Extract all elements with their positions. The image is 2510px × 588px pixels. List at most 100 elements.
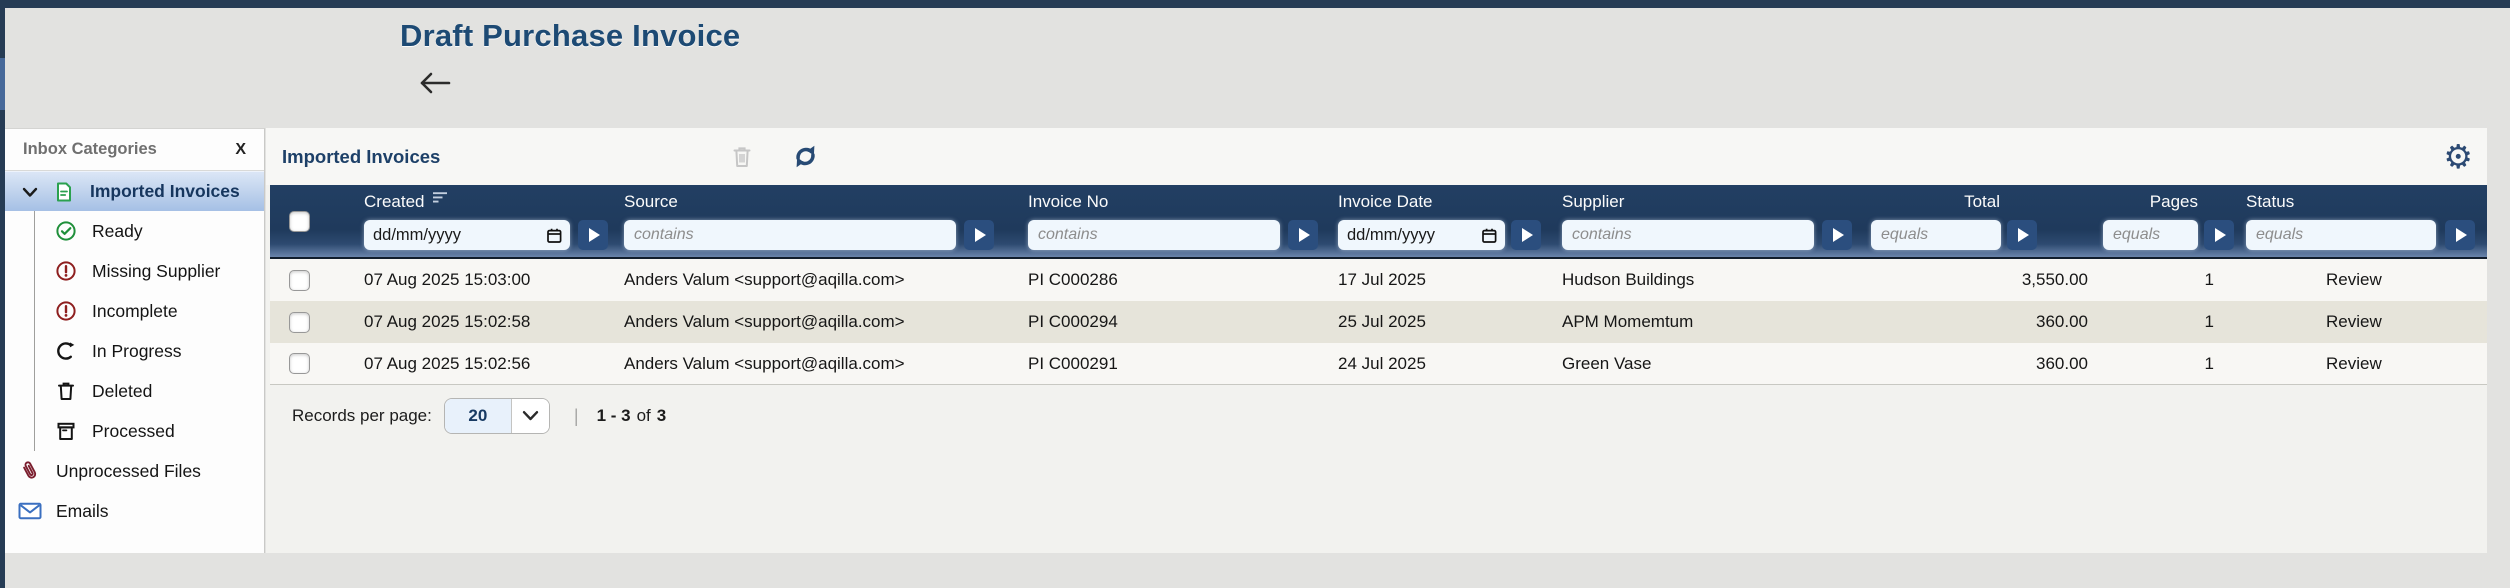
trash-icon [53,379,79,403]
calendar-icon [547,228,562,243]
sidebar-item-label: In Progress [92,340,182,361]
inbox-categories-title: Inbox Categories [23,140,157,158]
refresh-button[interactable] [792,143,819,170]
cell-invoice-date: 25 Jul 2025 [1338,312,1426,331]
record-total: 3 [656,406,667,425]
column-header-pages[interactable]: Pages [2149,192,2198,211]
cell-invoice-no: PI C000286 [1028,270,1118,289]
paperclip-icon [17,459,43,483]
cell-total: 360.00 [2036,312,2088,331]
cell-supplier: Hudson Buildings [1562,270,1695,289]
left-edge-strip [0,8,5,588]
table-row[interactable]: 07 Aug 2025 15:02:56 Anders Valum <suppo… [270,343,2487,385]
apply-filter-button[interactable] [2445,220,2475,250]
sidebar-item-emails[interactable]: Emails [5,491,264,531]
row-checkbox[interactable] [288,311,310,333]
apply-filter-button[interactable] [1511,220,1541,250]
column-header-supplier[interactable]: Supplier [1562,192,1625,211]
records-per-page-value: 20 [444,399,511,433]
filter-cell-invoice-no [1020,213,1328,257]
cell-status: Review [2326,270,2382,289]
apply-filter-button[interactable] [2007,220,2037,250]
status-filter-input[interactable] [2246,220,2436,250]
sidebar-item-unprocessed-files[interactable]: Unprocessed Files [5,451,264,491]
sidebar-item-incomplete[interactable]: Incomplete [5,291,264,331]
cell-pages: 1 [2204,270,2214,289]
table-header: Created Source Invoice No Invoice Date S… [270,185,2487,259]
imported-invoices-table: Created Source Invoice No Invoice Date S… [270,185,2487,385]
back-button[interactable] [416,70,456,96]
column-header-status[interactable]: Status [2246,192,2295,211]
of-label: of [636,406,651,425]
pages-filter-input[interactable] [2103,220,2198,250]
sidebar-item-label: Unprocessed Files [56,460,201,481]
column-header-invoice-no[interactable]: Invoice No [1028,192,1109,211]
inbox-categories-header: Inbox Categories X [5,129,264,171]
apply-filter-button[interactable] [1288,220,1318,250]
sidebar-item-processed[interactable]: Processed [5,411,264,451]
chevron-down-icon [510,399,549,433]
column-header-source[interactable]: Source [624,192,678,211]
gear-icon[interactable]: ⚙ [2443,137,2473,176]
inbox-categories-panel: Inbox Categories X Imported Invoices Rea… [5,128,265,553]
filter-cell-pages [2100,213,2240,257]
total-filter-input[interactable] [1871,220,2001,250]
apply-filter-button[interactable] [578,220,608,250]
apply-filter-button[interactable] [1822,220,1852,250]
pagination-separator: | [573,405,579,426]
column-header-created[interactable]: Created [328,185,620,213]
in-progress-icon [53,339,79,363]
column-header-total[interactable]: Total [1964,192,2000,211]
filter-cell-status [2240,213,2487,257]
left-edge-accent [0,58,5,110]
records-per-page-select[interactable]: 20 [443,398,550,434]
apply-filter-button[interactable] [964,220,994,250]
delete-selected-button[interactable] [730,144,754,170]
sidebar-item-missing-supplier[interactable]: Missing Supplier [5,251,264,291]
alert-circle-icon [53,259,79,283]
source-filter-input[interactable] [624,220,956,250]
select-all-checkbox[interactable] [288,210,310,232]
cell-supplier: Green Vase [1562,353,1652,373]
column-header-invoice-date[interactable]: Invoice Date [1338,192,1433,211]
cell-invoice-date: 17 Jul 2025 [1338,270,1426,289]
cell-status: Review [2326,312,2382,331]
sidebar-item-label: Incomplete [92,300,178,321]
cell-status: Review [2326,353,2382,373]
sidebar-item-in-progress[interactable]: In Progress [5,331,264,371]
select-all-checkbox-cell [270,185,328,257]
cell-source: Anders Valum <support@aqilla.com> [624,312,905,331]
sidebar-item-imported-invoices[interactable]: Imported Invoices [5,171,264,211]
row-checkbox[interactable] [288,269,310,291]
sidebar-item-label: Emails [56,500,109,521]
cell-source: Anders Valum <support@aqilla.com> [624,353,905,373]
cell-supplier: APM Momemtum [1562,312,1694,331]
close-panel-button[interactable]: X [235,140,246,158]
sort-icon [432,189,448,209]
back-arrow-icon [420,72,451,94]
page-title: Draft Purchase Invoice [400,18,741,53]
sidebar-item-deleted[interactable]: Deleted [5,371,264,411]
invoice-date-filter-input[interactable]: dd/mm/yyyy [1338,220,1505,250]
pagination-bar: Records per page: 20 | 1 - 3 of 3 [292,398,2487,434]
document-icon [51,180,77,204]
sidebar-item-label: Missing Supplier [92,260,221,281]
filter-cell-created: dd/mm/yyyy [328,213,620,257]
filter-cell-invoice-date: dd/mm/yyyy [1328,213,1555,257]
cell-pages: 1 [2204,353,2214,373]
table-row[interactable]: 07 Aug 2025 15:03:00 Anders Valum <suppo… [270,259,2487,301]
supplier-filter-input[interactable] [1562,220,1814,250]
row-checkbox[interactable] [288,353,310,374]
created-date-filter-input[interactable]: dd/mm/yyyy [364,220,570,250]
check-circle-icon [53,219,79,243]
cell-created: 07 Aug 2025 15:02:58 [364,312,531,331]
apply-filter-button[interactable] [2204,220,2234,250]
table-row[interactable]: 07 Aug 2025 15:02:58 Anders Valum <suppo… [270,301,2487,343]
alert-circle-icon [53,299,79,323]
filter-cell-source [620,213,1020,257]
envelope-icon [17,499,43,523]
window-top-bar [0,0,2510,8]
invoice-no-filter-input[interactable] [1028,220,1280,250]
cell-created: 07 Aug 2025 15:02:56 [364,353,531,373]
sidebar-item-ready[interactable]: Ready [5,211,264,251]
